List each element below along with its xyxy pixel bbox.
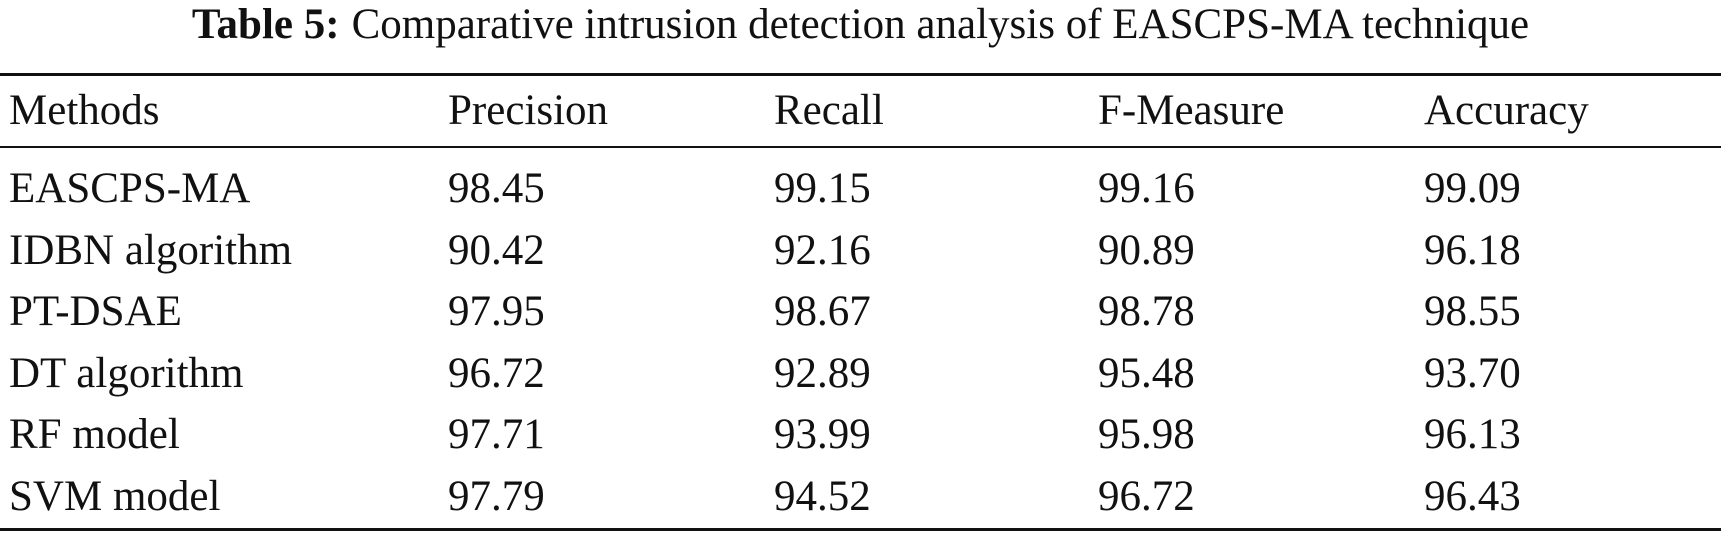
table-caption: Table 5: Comparative intrusion detection … (0, 2, 1721, 48)
method-cell: PT-DSAE (9, 288, 182, 335)
value-cell: 96.13 (1424, 411, 1521, 458)
value-cell: 97.95 (448, 288, 545, 335)
value-cell: 99.16 (1098, 165, 1195, 212)
value-cell: 96.72 (1098, 472, 1195, 520)
value-cell: 92.16 (774, 226, 871, 274)
table-label: Table 5: (191, 1, 340, 48)
method-cell: EASCPS-MA (9, 165, 251, 212)
bottom-rule (0, 528, 1721, 531)
header-rule (0, 146, 1721, 148)
header-cell: Accuracy (1424, 87, 1589, 134)
value-cell: 92.89 (774, 349, 871, 397)
value-cell: 94.52 (774, 472, 871, 520)
value-cell: 95.98 (1098, 411, 1195, 458)
value-cell: 98.55 (1424, 288, 1521, 335)
table-title: Comparative intrusion detection analysis… (351, 1, 1530, 48)
header-cell: Methods (9, 87, 160, 134)
value-cell: 99.15 (774, 165, 871, 212)
value-cell: 96.43 (1424, 472, 1521, 520)
header-cell: Precision (448, 87, 609, 134)
value-cell: 99.09 (1424, 165, 1521, 212)
method-cell: SVM model (9, 472, 221, 520)
value-cell: 98.67 (774, 288, 871, 335)
method-cell: IDBN algorithm (9, 226, 293, 274)
value-cell: 93.70 (1424, 349, 1521, 397)
method-cell: DT algorithm (9, 349, 244, 397)
value-cell: 98.78 (1098, 288, 1195, 335)
method-cell: RF model (9, 411, 180, 458)
header-cell: Recall (774, 87, 884, 134)
value-cell: 93.99 (774, 411, 871, 458)
value-cell: 98.45 (448, 165, 545, 212)
value-cell: 96.18 (1424, 226, 1521, 274)
value-cell: 96.72 (448, 349, 545, 397)
value-cell: 97.79 (448, 472, 545, 520)
value-cell: 95.48 (1098, 349, 1195, 397)
value-cell: 90.89 (1098, 226, 1195, 274)
value-cell: 90.42 (448, 226, 545, 274)
top-rule (0, 73, 1721, 76)
value-cell: 97.71 (448, 411, 545, 458)
header-cell: F-Measure (1098, 87, 1285, 134)
